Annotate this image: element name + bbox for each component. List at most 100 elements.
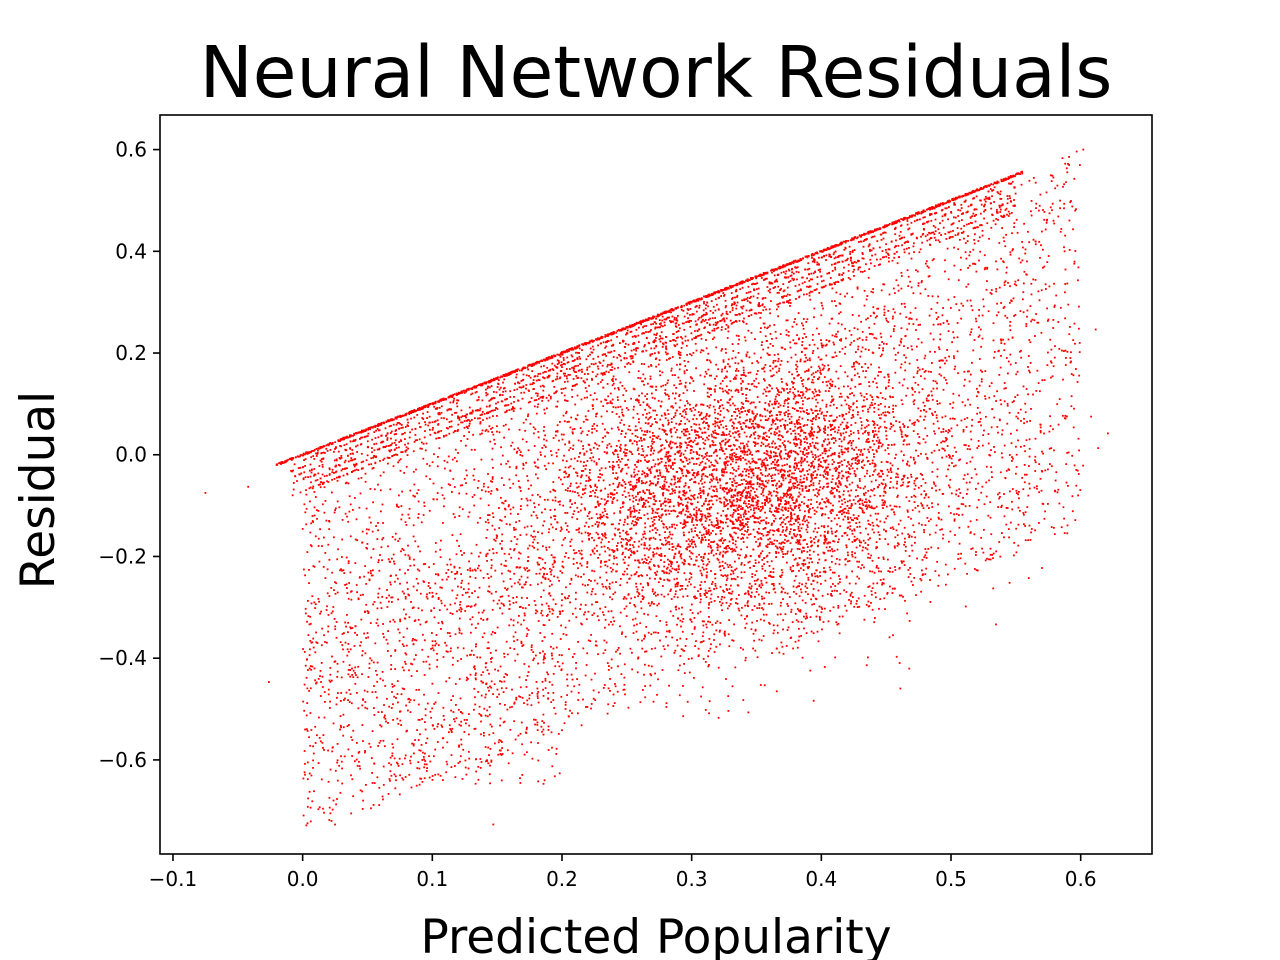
data-point [929,237,932,239]
data-point [723,293,726,296]
data-point [724,389,727,392]
data-point [1039,390,1041,393]
data-point [439,548,442,551]
data-point [933,449,936,452]
data-point [894,226,897,229]
data-point [583,373,586,375]
data-point [931,394,933,397]
data-point [1000,198,1003,200]
data-point [808,357,811,360]
data-point [371,730,374,732]
data-point [530,514,533,517]
data-point [926,233,929,236]
data-point [787,331,790,333]
data-point [690,603,693,606]
data-point [768,404,771,407]
data-point [841,242,844,244]
data-point [852,519,854,522]
data-point [993,356,995,359]
data-point [319,446,322,448]
data-point [649,561,651,563]
data-point [574,403,577,406]
data-point [533,546,535,549]
data-point [650,466,653,469]
data-point [647,664,650,667]
data-point [787,626,790,629]
data-point [812,254,815,257]
data-point [859,270,862,273]
data-point [745,279,747,282]
data-point [973,239,976,241]
data-point [857,236,859,239]
data-point [485,760,487,763]
data-point [632,516,635,518]
data-point [792,279,795,281]
data-point [513,371,516,373]
data-point [806,524,809,527]
data-point [439,399,441,401]
data-point [398,494,400,497]
data-point [1066,350,1069,353]
data-point [548,394,550,397]
data-point [542,713,545,716]
data-point [656,332,658,335]
data-point [987,433,990,435]
data-point [305,489,307,491]
data-point [744,523,747,525]
data-point [362,460,365,463]
data-point [671,526,673,528]
data-point [657,508,660,510]
data-point [901,403,904,406]
data-point [780,521,783,524]
data-point [606,340,609,342]
data-point [448,432,451,435]
data-point [790,514,793,517]
data-point [1036,369,1039,372]
data-point [782,556,784,558]
data-point [813,259,816,261]
data-point [302,454,304,457]
data-point [722,554,724,557]
data-point [680,502,683,505]
data-point [821,445,824,448]
data-point [830,283,833,286]
data-point [828,283,831,286]
data-point [480,694,483,697]
data-point [337,464,340,466]
data-point [784,449,787,451]
data-point [606,341,608,343]
data-point [957,372,959,375]
data-point [839,293,842,296]
data-point [870,480,873,483]
data-point [354,469,356,472]
data-point [686,320,689,323]
data-point [449,401,452,404]
data-point [723,295,725,297]
data-point [467,419,470,421]
data-point [915,449,917,452]
data-point [532,659,535,662]
data-point [412,411,415,413]
data-point [804,354,807,356]
data-point [877,307,880,310]
data-point [793,513,796,516]
data-point [304,773,306,776]
data-point [708,519,711,521]
data-point [390,444,393,446]
data-point [835,333,838,336]
data-point [559,364,562,367]
data-point [1049,415,1051,418]
data-point [395,453,397,456]
data-point [826,247,829,249]
data-point [1065,463,1068,465]
data-point [335,458,338,461]
data-point [626,363,629,365]
data-point [549,357,552,360]
data-point [663,485,666,488]
data-point [442,398,444,401]
data-point [778,434,781,436]
data-point [942,448,945,450]
data-point [488,381,491,384]
data-point [383,457,386,460]
data-point [390,424,392,427]
